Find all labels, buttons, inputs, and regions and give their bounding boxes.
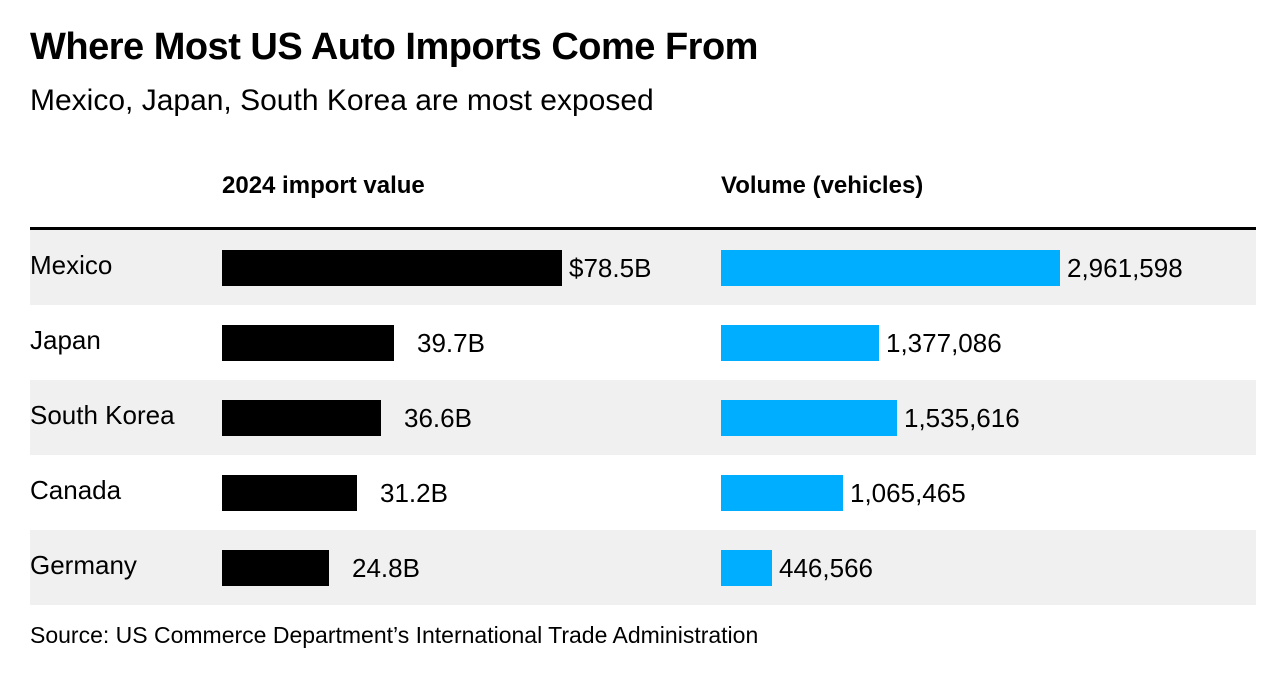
volume-bar bbox=[721, 475, 843, 511]
table-row: South Korea 36.6B 1,535,616 bbox=[30, 380, 1256, 455]
chart-subtitle: Mexico, Japan, South Korea are most expo… bbox=[30, 84, 654, 117]
header-rule bbox=[30, 227, 1256, 230]
country-label: Canada bbox=[30, 475, 122, 505]
volume-label: 1,065,465 bbox=[850, 478, 966, 508]
import-value-bar bbox=[222, 550, 329, 586]
volume-label: 446,566 bbox=[779, 553, 873, 583]
country-label: Japan bbox=[30, 325, 101, 355]
country-label: South Korea bbox=[30, 400, 175, 430]
import-value-bar bbox=[222, 250, 562, 286]
import-value-bar bbox=[222, 475, 357, 511]
chart-title: Where Most US Auto Imports Come From bbox=[30, 26, 758, 68]
import-value-label: 39.7B bbox=[417, 328, 485, 358]
country-label: Mexico bbox=[30, 250, 113, 280]
volume-bar bbox=[721, 400, 897, 436]
chart-table: Mexico $78.5B 2,961,598 Japan 39.7B 1,377,086… bbox=[30, 230, 1256, 605]
volume-label: 2,961,598 bbox=[1067, 253, 1183, 283]
table-row: Japan 39.7B 1,377,086 bbox=[30, 305, 1256, 380]
import-value-label: $78.5B bbox=[569, 253, 652, 283]
volume-bar bbox=[721, 250, 1060, 286]
import-value-label: 24.8B bbox=[352, 553, 420, 583]
volume-bar bbox=[721, 325, 879, 361]
table-row: Germany 24.8B 446,566 bbox=[30, 530, 1256, 605]
import-value-label: 36.6B bbox=[404, 403, 472, 433]
import-value-bar bbox=[222, 400, 381, 436]
country-label: Germany bbox=[30, 550, 137, 580]
column-header-import-value: 2024 import value bbox=[222, 172, 425, 199]
import-value-label: 31.2B bbox=[380, 478, 448, 508]
table-row: Mexico $78.5B 2,961,598 bbox=[30, 230, 1256, 305]
table-row: Canada 31.2B 1,065,465 bbox=[30, 455, 1256, 530]
volume-label: 1,535,616 bbox=[904, 403, 1020, 433]
volume-bar bbox=[721, 550, 772, 586]
volume-label: 1,377,086 bbox=[886, 328, 1002, 358]
column-header-volume: Volume (vehicles) bbox=[721, 172, 924, 199]
source-note: Source: US Commerce Department’s Interna… bbox=[30, 622, 759, 648]
import-value-bar bbox=[222, 325, 394, 361]
